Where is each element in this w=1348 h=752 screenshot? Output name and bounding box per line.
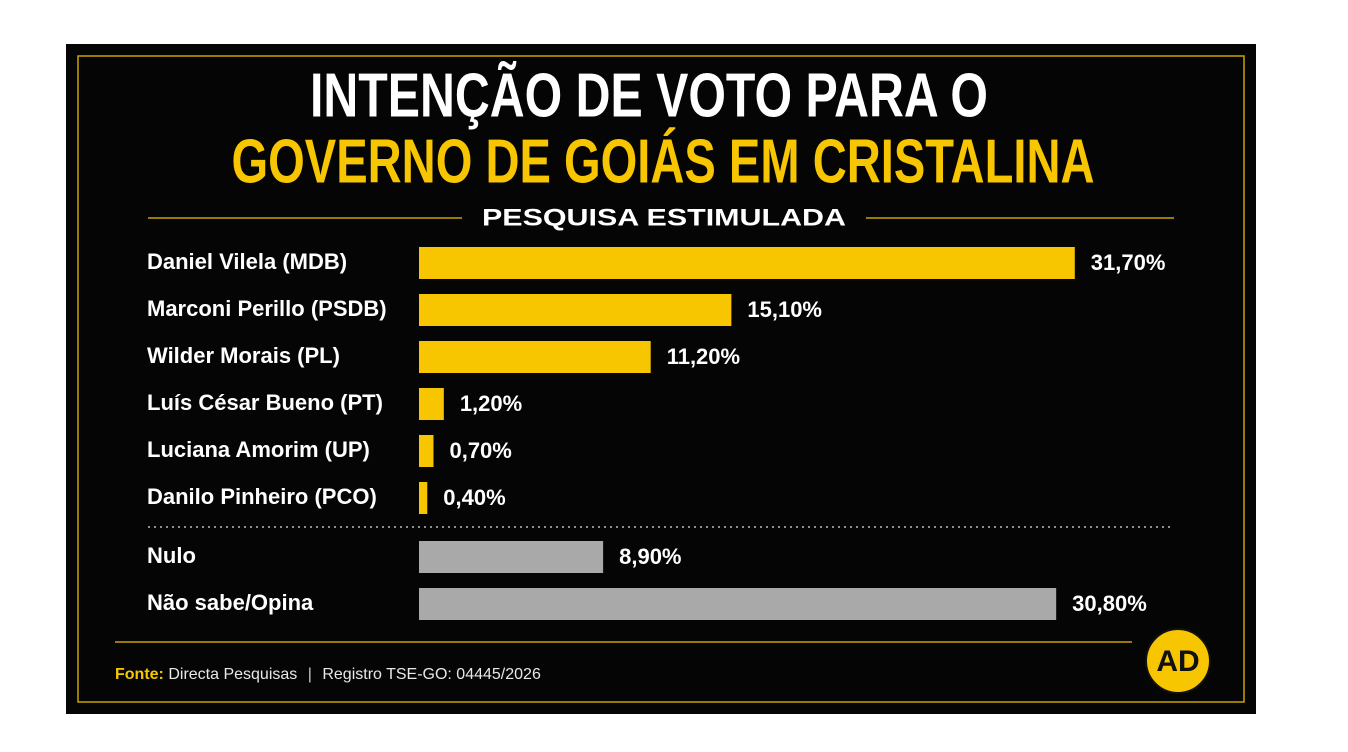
category-label: Luís César Bueno (PT) <box>147 390 383 415</box>
category-label: Não sabe/Opina <box>147 590 314 615</box>
category-label: Nulo <box>147 543 196 568</box>
value-label: 0,40% <box>443 485 505 510</box>
value-label: 31,70% <box>1091 250 1166 275</box>
bar <box>419 482 428 514</box>
bar <box>419 388 444 420</box>
chart-title: INTENÇÃO DE VOTO PARA O <box>310 61 988 130</box>
category-label: Luciana Amorim (UP) <box>147 437 370 462</box>
bar <box>419 294 732 326</box>
value-label: 8,90% <box>619 544 681 569</box>
bar <box>419 247 1075 279</box>
chart-subtitle: PESQUISA ESTIMULADA <box>482 204 846 231</box>
category-label: Daniel Vilela (MDB) <box>147 249 347 274</box>
logo: AD <box>1156 645 1199 678</box>
separator: | <box>308 666 312 683</box>
chart-title-highlight: GOVERNO DE GOIÁS EM CRISTALINA <box>232 127 1095 196</box>
logo-circle <box>1145 628 1211 694</box>
value-label: 30,80% <box>1072 591 1147 616</box>
card-border <box>77 55 1245 703</box>
footer: Fonte: Directa Pesquisas | Registro TSE-… <box>115 666 541 683</box>
value-label: 15,10% <box>747 297 822 322</box>
bar <box>419 435 434 467</box>
category-label: Danilo Pinheiro (PCO) <box>147 484 377 509</box>
value-label: 1,20% <box>460 391 522 416</box>
category-label: Wilder Morais (PL) <box>147 343 340 368</box>
bar <box>419 541 604 573</box>
bar <box>419 341 651 373</box>
source: Directa Pesquisas <box>168 666 297 683</box>
category-label: Marconi Perillo (PSDB) <box>147 296 387 321</box>
value-label: 11,20% <box>667 344 740 369</box>
value-label: 0,70% <box>449 438 511 463</box>
registry: Registro TSE-GO: 04445/2026 <box>322 666 541 683</box>
source-label: Fonte: <box>115 666 164 683</box>
bar <box>419 588 1057 620</box>
